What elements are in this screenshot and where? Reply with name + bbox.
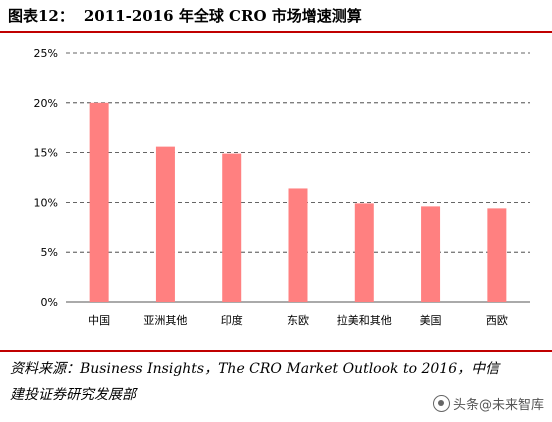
watermark-text: 头条@未来智库 (452, 398, 544, 413)
y-tick-label: 5% (41, 246, 58, 259)
source-note: 资料来源：Business Insights，The CRO Market Ou… (10, 356, 546, 408)
source-line-2: 建投证券研究发展部 (10, 387, 136, 403)
figure-title: 图表12： 2011-2016 年全球 CRO 市场增速测算 (8, 3, 362, 29)
figure-title-text: 2011-2016 年全球 CRO 市场增速测算 (83, 7, 362, 25)
title-rule (0, 31, 552, 33)
y-tick-label: 15% (34, 147, 58, 160)
bar (421, 206, 441, 302)
x-tick-label: 亚洲其他 (143, 314, 187, 327)
bar (89, 102, 109, 302)
watermark-logo-icon (432, 395, 450, 412)
bars (89, 102, 507, 302)
watermark: 头条@未来智库 (432, 394, 544, 413)
x-tick-label: 中国 (88, 314, 110, 327)
x-tick-label: 拉美和其他 (337, 313, 392, 327)
x-tick-label: 西欧 (486, 314, 508, 327)
bar-chart: 0% 5% 10% 15% 20% 25% 中国 亚洲其他 印度 东欧 拉美和其他 美国 西欧 (34, 47, 530, 327)
y-tick-labels: 0% 5% 10% 15% 20% 25% (34, 47, 58, 309)
y-tick-label: 25% (34, 47, 58, 60)
x-tick-label: 美国 (420, 314, 442, 327)
y-tick-label: 20% (34, 97, 58, 110)
bar (487, 208, 507, 302)
bar (155, 146, 175, 302)
figure-label: 图表12： (8, 7, 74, 25)
y-tick-label: 0% (41, 296, 58, 309)
bar (354, 203, 374, 302)
x-tick-label: 印度 (221, 313, 243, 327)
source-rule (0, 350, 552, 352)
y-tick-label: 10% (34, 196, 58, 209)
bar (222, 153, 242, 302)
source-line-1: 资料来源：Business Insights，The CRO Market Ou… (10, 361, 500, 377)
x-tick-label: 东欧 (287, 314, 309, 327)
x-tick-labels: 中国 亚洲其他 印度 东欧 拉美和其他 美国 西欧 (88, 313, 508, 327)
bar (288, 188, 308, 302)
